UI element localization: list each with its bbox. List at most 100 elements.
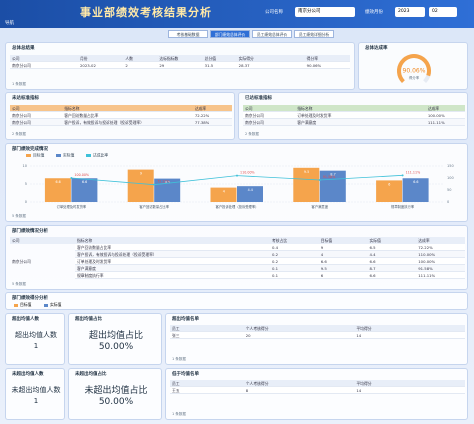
line-point [401,174,404,177]
table-cell: 公司 [12,238,20,243]
bar-value-label: 6.5 [165,181,170,185]
tab[interactable]: 员工绩效详细分析 [294,30,334,38]
table-cell: 指标名称 [77,238,93,243]
gauge: 90.06%得分率 [397,54,431,84]
table-cell: 0.2 [272,259,279,264]
table-cell: 南京分公司 [245,113,264,118]
legend-swatch [44,304,48,307]
table-cell: 0.1 [272,273,279,278]
panel-footer: 5 条数据 [12,282,26,286]
line-point [318,179,321,182]
panel: 已达标准指标 2 条数据 公司 指标名称 达成率 南京分公司 订单处理及时发货率 100.00… [238,92,468,140]
panel: 未超出均值占比 未超出均值占比 50.00% [68,368,162,420]
table-header: 员工 个人考核得分 平均得分 [170,380,465,387]
stat-value: 50.00% [98,342,134,352]
panel-title: 超出均值名单 [172,317,199,322]
bar-value-label: 6.6 [56,180,61,184]
table-cell: 111.11% [427,120,445,125]
panel-title: 已达标准指标 [245,96,272,101]
legend-swatch [14,304,18,307]
line-point [153,183,156,186]
tab[interactable]: 考核基础数据 [168,30,208,38]
table-row: 客户满意度 0.1 9.5 8.7 91.58% [75,265,465,272]
table-cell: 总分值 [204,56,217,61]
table-cell: 100.00% [418,259,436,264]
bar-value-label: 6.6 [413,180,418,184]
table-cell: 2023-02 [80,63,96,68]
legend-label: 实际值 [63,153,75,158]
x-tick-label: 客户满意度 [312,204,329,209]
table-row: 南京分公司 客户投诉，有效投诉与投诉处理（投诉受理率） 77.38% [10,119,232,126]
table-row: 客户投诉，有效投诉与投诉处理（投诉受理率） 0.2 4 4.4 110.00% [75,251,465,258]
table-cell: 客户满意度 [77,266,96,271]
page-title: 事业部绩效考核结果分析 [80,6,212,19]
stat-label: 未超出均值占比 [84,386,148,396]
panel: 部门绩效得分分析 目标值 实际值 [5,292,468,310]
gauge-label: 90.06% [403,68,426,75]
line-point [70,177,73,179]
panel: 总体总结果 1 条数据 公司 月份 人数 达标指标数 总分值 实际得分 得分率 南京分公司 2023… [5,42,355,90]
header-bar: 导航 事业部绩效考核结果分析 公司名称 南京分公司 绩效月份 2023 02 [0,0,474,28]
table-cell: 实际值 [369,238,381,243]
gauge-caption: 得分率 [409,75,420,80]
table-row: 王五 8 14 [170,387,465,394]
table-cell: 客户投诉，有效投诉与投诉处理（投诉受理率） [77,252,157,257]
table-cell: 客户投诉，有效投诉与投诉处理（投诉受理率） [64,120,144,125]
table-cell: 订单处理及时发货率 [77,259,112,264]
table-cell: 得分率 [306,56,319,61]
bar-value-label: 6.6 [82,180,87,184]
bar [154,178,181,202]
filter-select[interactable]: 02 [429,7,457,17]
table-cell: 6.5 [369,245,376,250]
table-header: 员工 个人考核得分 平均得分 [170,325,465,332]
bar [127,169,154,202]
x-tick-label: 客户投诉处理（投诉受理率） [216,204,259,209]
table-cell: 考核占比 [272,238,288,243]
tab[interactable]: 员工绩效总体评价 [252,30,292,38]
table-cell: 目标值 [320,238,333,243]
table-cell: 91.58% [418,266,433,271]
panel: 未达标准指标 2 条数据 公司 指标名称 达成率 南京分公司 客户回访数量占比率 72.22%… [5,92,235,140]
table-cell: 8 [245,388,249,393]
bar-value-label: 8.7 [330,173,335,177]
table-cell: 6 [320,273,324,278]
line-value-label: 72.22% [157,180,170,184]
table-cell: 29 [159,63,165,68]
table-cell: 指标名称 [297,106,313,111]
line-value-label: 110.00% [240,171,255,175]
table-cell: 8.7 [369,266,376,271]
filter-select[interactable]: 南京分公司 [295,7,355,17]
panel: 总体达成率 90.06% 得分率 [358,42,468,90]
panel-title: 总体总结果 [12,46,35,51]
table-cell: 员工 [172,381,180,386]
filter-select[interactable]: 2023 [395,7,425,17]
table-cell: 客户满意度 [297,120,317,125]
table-cell: 客户回访数量占比率 [64,113,99,118]
panel-title: 未超出均值人数 [12,372,44,377]
y2-tick-label: 50 [447,188,451,192]
table-row: 南京分公司 客户回访数量占比率 72.22% [10,112,232,119]
tab[interactable]: 部门绩效总体评价 [210,30,250,38]
table-cell: 77.38% [194,120,210,125]
table-row: 客户回访数量占比率 0.4 9 6.5 72.22% [75,244,465,251]
line [71,174,403,186]
panel-title: 部门绩效完成情况 [12,147,48,152]
table-cell: 月份 [80,56,88,61]
table-cell: 0.4 [272,245,279,250]
table-cell: 达成率 [194,106,207,111]
bar [319,170,346,202]
bar [376,180,403,202]
table-cell: 28.37 [238,63,250,68]
bar [237,186,263,202]
table-cell: 111.11% [418,273,436,278]
table-cell: 公司 [245,106,253,111]
table-cell: 20 [245,333,251,338]
table-cell: 0.1 [272,266,279,271]
table-cell: 员工 [172,326,180,331]
table-cell: 人数 [125,56,133,61]
stat-value: 50.00% [98,397,134,407]
table-cell: 公司 [12,56,20,61]
table-cell: 100.00% [427,113,445,118]
table-cell: 南京分公司 [12,113,31,118]
